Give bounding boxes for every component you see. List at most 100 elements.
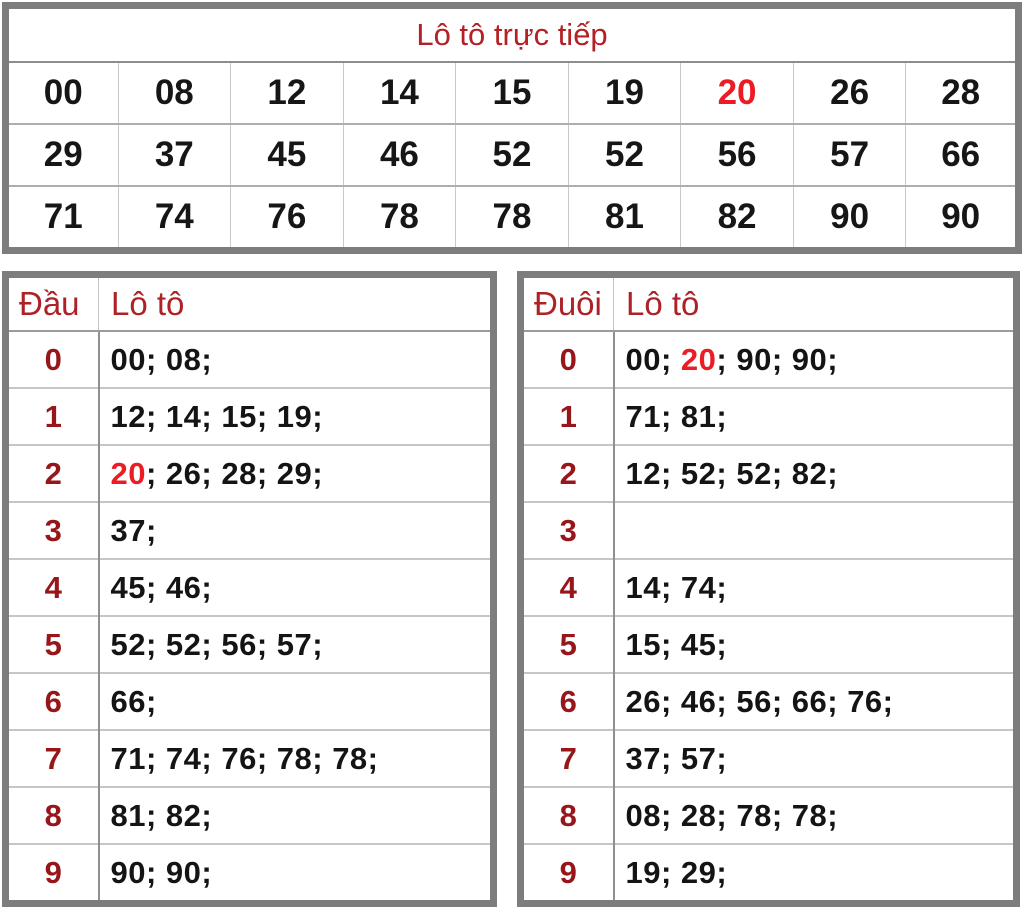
loto-number: 78 bbox=[276, 740, 313, 776]
loto-number: 90 bbox=[736, 341, 772, 377]
dau-header-row: Đầu Lô tô bbox=[5, 274, 494, 332]
digit-cell: 7 bbox=[5, 729, 100, 787]
loto-number: 08 bbox=[625, 797, 661, 833]
loto-number: 28 bbox=[221, 455, 257, 491]
loto-number-cell: 57 bbox=[792, 123, 906, 186]
table-row: 7 37; 57; bbox=[520, 729, 1017, 787]
table-row: 4 14; 74; bbox=[520, 558, 1017, 616]
table-row: 2 20; 26; 28; 29; bbox=[5, 444, 494, 502]
loto-number: 26 bbox=[165, 455, 202, 491]
digit-cell: 7 bbox=[520, 729, 615, 787]
loto-number-cell: 74 bbox=[117, 185, 231, 251]
loto-values-cell: 20; 26; 28; 29; bbox=[98, 444, 494, 502]
loto-number-cell: 76 bbox=[230, 185, 344, 251]
loto-number-cell: 90 bbox=[792, 185, 906, 251]
loto-number-cell: 12 bbox=[230, 62, 344, 124]
live-loto-table: Lô tô trực tiếp 00 08 12 14 15 19 20 26 28 29 37 45… bbox=[2, 2, 1022, 254]
loto-number: 29 bbox=[276, 455, 313, 491]
loto-number: 66 bbox=[791, 683, 828, 719]
loto-number-cell: 37 bbox=[117, 123, 231, 186]
loto-number: 52 bbox=[736, 455, 772, 491]
loto-number: 82 bbox=[165, 797, 202, 833]
loto-number: 90 bbox=[791, 341, 828, 377]
loto-number: 57 bbox=[680, 740, 717, 776]
loto-number-row: 29 37 45 46 52 52 56 57 66 bbox=[5, 123, 1019, 186]
table-row: 8 08; 28; 78; 78; bbox=[520, 786, 1017, 844]
loto-number-cell: 45 bbox=[230, 123, 344, 186]
loto-values-cell: 37; bbox=[98, 501, 494, 559]
loto-number: 74 bbox=[165, 740, 202, 776]
loto-number: 81 bbox=[110, 797, 146, 833]
table-row: 9 19; 29; bbox=[520, 843, 1017, 904]
loto-values-cell: 14; 74; bbox=[613, 558, 1017, 616]
duoi-header-row: Đuôi Lô tô bbox=[520, 274, 1017, 332]
digit-cell: 1 bbox=[520, 387, 615, 445]
digit-cell: 3 bbox=[5, 501, 100, 559]
table-row: 6 26; 46; 56; 66; 76; bbox=[520, 672, 1017, 730]
table-row: 8 81; 82; bbox=[5, 786, 494, 844]
table-row: 2 12; 52; 52; 82; bbox=[520, 444, 1017, 502]
loto-number: 15 bbox=[625, 626, 661, 662]
loto-number-cell: 78 bbox=[455, 185, 569, 251]
digit-cell: 2 bbox=[520, 444, 615, 502]
digit-cell: 8 bbox=[520, 786, 615, 844]
loto-values-cell: 08; 28; 78; 78; bbox=[613, 786, 1017, 844]
loto-number: 52 bbox=[110, 626, 146, 662]
table-row: 0 00; 08; bbox=[5, 331, 494, 388]
loto-number: 37 bbox=[625, 740, 661, 776]
loto-number: 82 bbox=[791, 455, 828, 491]
loto-values-cell: 12; 14; 15; 19; bbox=[98, 387, 494, 445]
loto-number: 37 bbox=[110, 512, 146, 548]
loto-values-cell: 15; 45; bbox=[613, 615, 1017, 673]
loto-number: 56 bbox=[221, 626, 257, 662]
loto-values-cell: 45; 46; bbox=[98, 558, 494, 616]
loto-values-cell: 00; 20; 90; 90; bbox=[613, 331, 1017, 388]
digit-cell: 0 bbox=[520, 331, 615, 388]
table-row: 9 90; 90; bbox=[5, 843, 494, 904]
table-row: 5 15; 45; bbox=[520, 615, 1017, 673]
loto-number: 45 bbox=[680, 626, 717, 662]
loto-number-row: 71 74 76 78 78 81 82 90 90 bbox=[5, 185, 1019, 251]
loto-number: 45 bbox=[110, 569, 146, 605]
loto-number-cell: 00 bbox=[5, 62, 119, 124]
loto-number: 57 bbox=[276, 626, 313, 662]
loto-number: 19 bbox=[276, 398, 313, 434]
table-row: 4 45; 46; bbox=[5, 558, 494, 616]
loto-number: 78 bbox=[736, 797, 772, 833]
loto-number-cell: 71 bbox=[5, 185, 119, 251]
dau-loto-header: Lô tô bbox=[98, 274, 494, 332]
loto-number-cell: 46 bbox=[342, 123, 456, 186]
loto-values-cell: 52; 52; 56; 57; bbox=[98, 615, 494, 673]
digit-cell: 4 bbox=[5, 558, 100, 616]
loto-number-row: 00 08 12 14 15 19 20 26 28 bbox=[5, 62, 1019, 124]
loto-number: 46 bbox=[165, 569, 202, 605]
digit-cell: 6 bbox=[520, 672, 615, 730]
loto-number-cell: 66 bbox=[905, 123, 1019, 186]
live-loto-numbers: 00 08 12 14 15 19 20 26 28 29 37 45 46 52 52 56 57 66 71 74… bbox=[5, 62, 1019, 251]
loto-number: 71 bbox=[110, 740, 146, 776]
loto-number-cell: 08 bbox=[117, 62, 231, 124]
loto-values-cell: 37; 57; bbox=[613, 729, 1017, 787]
loto-number-cell: 82 bbox=[680, 185, 794, 251]
duoi-table: Đuôi Lô tô 0 00; 20; 90; 90; 1 71; 81; 2 12… bbox=[517, 271, 1020, 907]
loto-number-cell: 20 bbox=[680, 62, 794, 124]
digit-cell: 2 bbox=[5, 444, 100, 502]
loto-number: 26 bbox=[625, 683, 661, 719]
loto-number: 15 bbox=[221, 398, 257, 434]
loto-values-cell bbox=[613, 501, 1017, 559]
loto-number: 12 bbox=[625, 455, 661, 491]
loto-number-cell: 14 bbox=[342, 62, 456, 124]
loto-number: 29 bbox=[680, 854, 717, 890]
loto-values-cell: 12; 52; 52; 82; bbox=[613, 444, 1017, 502]
live-loto-title: Lô tô trực tiếp bbox=[5, 5, 1019, 63]
table-row: 1 71; 81; bbox=[520, 387, 1017, 445]
loto-number-cell: 52 bbox=[567, 123, 681, 186]
loto-number: 74 bbox=[680, 569, 717, 605]
loto-number: 00 bbox=[625, 341, 661, 377]
loto-number: 14 bbox=[165, 398, 202, 434]
loto-number-cell: 29 bbox=[5, 123, 119, 186]
loto-number: 52 bbox=[680, 455, 717, 491]
loto-number-cell: 26 bbox=[792, 62, 906, 124]
loto-number-cell: 19 bbox=[567, 62, 681, 124]
table-row: 1 12; 14; 15; 19; bbox=[5, 387, 494, 445]
